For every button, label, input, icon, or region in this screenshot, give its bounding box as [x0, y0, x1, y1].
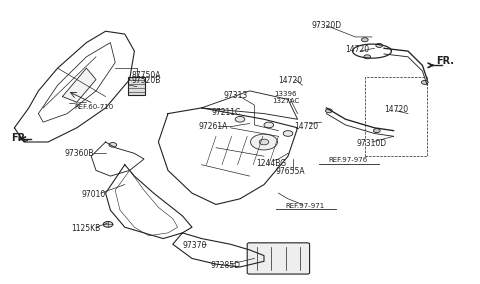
Text: REF.60-710: REF.60-710: [74, 103, 113, 110]
Text: 97370: 97370: [182, 241, 206, 250]
Text: 1244BG: 1244BG: [256, 159, 286, 168]
Text: 97320D: 97320D: [312, 21, 341, 30]
Bar: [128, 77, 145, 95]
Text: REF.97-976: REF.97-976: [328, 157, 368, 164]
Text: 97285D: 97285D: [211, 261, 240, 270]
Text: FR.: FR.: [11, 133, 29, 143]
Text: 14720: 14720: [278, 76, 302, 85]
Text: 97520B: 97520B: [132, 76, 161, 85]
Text: 14720: 14720: [384, 105, 408, 114]
Circle shape: [283, 131, 293, 136]
Text: 1125KB: 1125KB: [71, 224, 100, 233]
Circle shape: [421, 80, 428, 84]
Text: 97010: 97010: [82, 190, 106, 199]
Text: 97360B: 97360B: [64, 149, 94, 158]
Text: 97211C: 97211C: [212, 108, 241, 117]
Circle shape: [373, 129, 380, 133]
Text: 1327AC: 1327AC: [272, 98, 299, 104]
Text: 97655A: 97655A: [276, 167, 305, 176]
Text: 14720: 14720: [294, 122, 318, 131]
Circle shape: [325, 109, 332, 113]
Polygon shape: [62, 68, 96, 102]
Text: 87750A: 87750A: [132, 71, 161, 80]
Circle shape: [103, 222, 113, 227]
Circle shape: [364, 55, 371, 59]
FancyBboxPatch shape: [247, 243, 310, 274]
Text: 97261A: 97261A: [199, 122, 228, 131]
Text: FR.: FR.: [436, 56, 455, 66]
Circle shape: [235, 116, 245, 122]
Text: 97310D: 97310D: [357, 139, 387, 148]
Text: 97313: 97313: [223, 91, 247, 100]
Text: REF.97-971: REF.97-971: [285, 203, 324, 209]
Text: 13396: 13396: [275, 91, 297, 97]
Circle shape: [361, 38, 368, 42]
Circle shape: [259, 139, 269, 145]
Circle shape: [264, 122, 274, 128]
Circle shape: [376, 43, 383, 47]
Circle shape: [251, 134, 277, 150]
Circle shape: [109, 143, 117, 147]
Text: 14720: 14720: [346, 45, 370, 54]
